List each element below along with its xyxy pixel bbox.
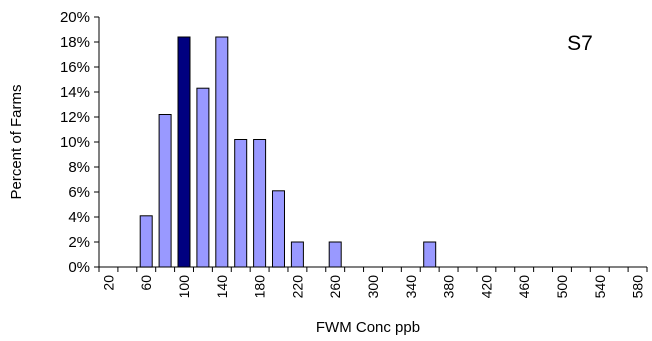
y-tick-label: 0%	[68, 259, 90, 276]
bar-60	[139, 215, 153, 268]
bar-200	[272, 190, 285, 268]
x-tick-label: 500	[554, 275, 570, 299]
bar-140	[215, 36, 229, 268]
x-tick-label: 580	[630, 275, 646, 299]
y-tick-label: 12%	[60, 109, 90, 126]
x-tick-label: 220	[289, 275, 305, 299]
bars-group	[139, 36, 437, 268]
x-tick-label: 460	[516, 275, 532, 299]
x-tick-label: 380	[441, 275, 457, 299]
y-tick-label: 20%	[60, 9, 90, 26]
bar-80	[158, 114, 172, 268]
y-tick-label: 18%	[60, 34, 90, 51]
bar-180	[253, 139, 267, 268]
y-tick-label: 4%	[68, 209, 90, 226]
x-tick-label: 140	[214, 275, 230, 299]
x-tick-label: 60	[138, 275, 154, 291]
x-tick-label: 260	[327, 275, 343, 299]
bar-160	[234, 139, 248, 268]
bar-220	[290, 241, 304, 268]
x-tick-label: 420	[478, 275, 494, 299]
x-tick-label: 100	[176, 275, 192, 299]
bar-100	[177, 36, 191, 268]
y-tick-label: 16%	[60, 59, 90, 76]
ticks-group: 0% 2% 4% 6% 8% 10% 12% 14% 16% 18% 20% 20 60 100 140 18…	[60, 9, 648, 299]
y-tick-label: 6%	[68, 184, 90, 201]
y-tick-label: 14%	[60, 84, 90, 101]
x-axis-label: FWM Conc ppb	[316, 319, 420, 336]
bar-360	[423, 241, 437, 268]
x-tick-label: 540	[592, 275, 608, 299]
y-tick-label: 8%	[68, 159, 90, 176]
y-tick-label: 2%	[68, 234, 90, 251]
y-tick-label: 10%	[60, 134, 90, 151]
x-tick-label: 180	[252, 275, 268, 299]
bar-260	[328, 241, 342, 268]
y-axis-label: Percent of Farms	[8, 84, 25, 199]
x-tick-label: 20	[100, 275, 116, 291]
series-annotation: S7	[567, 32, 593, 55]
bar-120	[196, 87, 210, 268]
x-tick-label: 300	[365, 275, 381, 299]
x-tick-label: 340	[403, 275, 419, 299]
